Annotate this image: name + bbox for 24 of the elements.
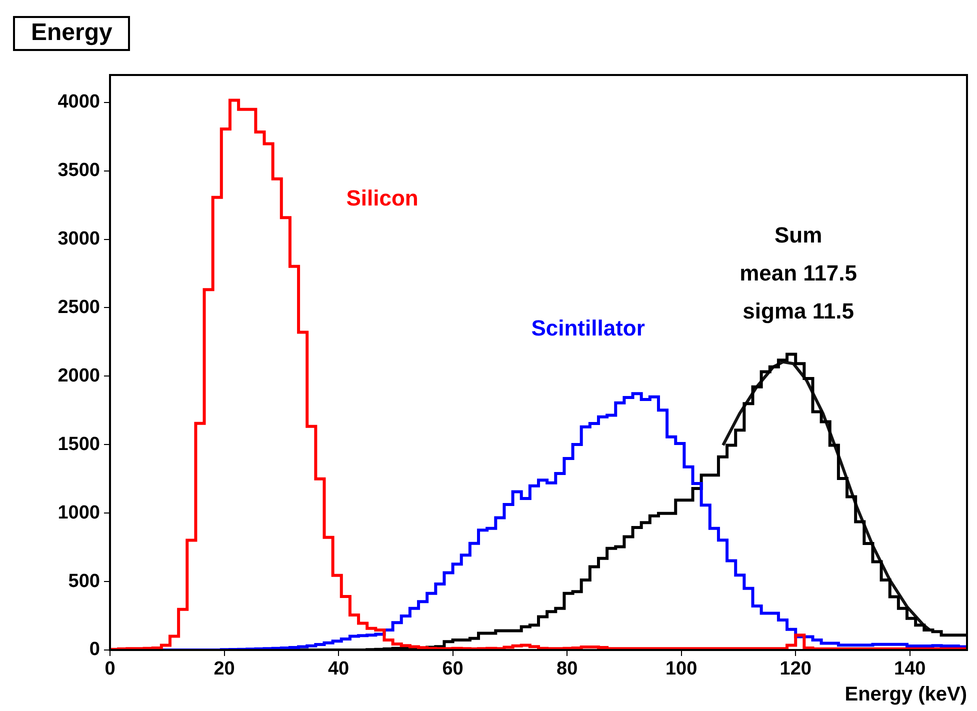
annotation: mean 117.5 bbox=[740, 260, 858, 286]
text: Silicon bbox=[346, 185, 418, 210]
x-tick-label: 60 bbox=[442, 658, 464, 680]
chart-title: Energy bbox=[13, 16, 130, 51]
y-tick-label: 4000 bbox=[58, 92, 100, 113]
text: Scintillator bbox=[531, 316, 646, 341]
x-tick-label: 80 bbox=[556, 658, 578, 680]
x-tick-label: 140 bbox=[894, 658, 926, 680]
y-tick-label: 1000 bbox=[58, 502, 100, 524]
annotation: sigma 11.5 bbox=[742, 298, 854, 324]
x-tick-label: 20 bbox=[214, 658, 235, 680]
y-tick-label: 0 bbox=[89, 639, 100, 660]
y-tick-label: 3500 bbox=[58, 160, 100, 182]
y-tick-label: 500 bbox=[68, 570, 100, 592]
y-tick-label: 3000 bbox=[58, 228, 100, 250]
x-tick-label: 100 bbox=[665, 658, 698, 680]
text: Sum bbox=[774, 222, 822, 248]
x-tick-label: 0 bbox=[104, 658, 116, 680]
y-tick-label: 2500 bbox=[58, 296, 100, 318]
x-tick-label: 40 bbox=[328, 658, 350, 680]
y-tick-label: 2000 bbox=[58, 365, 100, 386]
y-tick-label: 1500 bbox=[58, 434, 100, 455]
x-tick-label: 120 bbox=[780, 658, 812, 680]
x-axis-title: Energy (keV) bbox=[844, 684, 967, 706]
